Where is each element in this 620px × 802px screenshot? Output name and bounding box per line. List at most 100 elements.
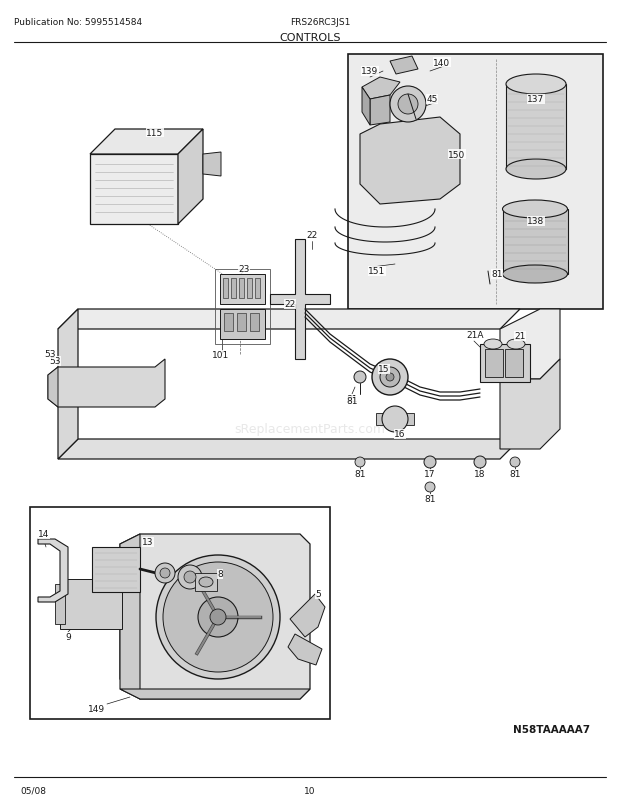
Ellipse shape: [502, 265, 567, 284]
Circle shape: [198, 597, 238, 638]
Text: 10: 10: [304, 786, 316, 795]
Text: CONTROLS: CONTROLS: [279, 33, 341, 43]
Circle shape: [354, 371, 366, 383]
Text: 81: 81: [354, 470, 366, 479]
Text: 81: 81: [424, 495, 436, 504]
Bar: [195, 573, 217, 591]
Text: 81: 81: [491, 270, 503, 279]
Ellipse shape: [199, 577, 213, 587]
Text: 17: 17: [424, 470, 436, 479]
Bar: [30, 508, 330, 719]
Text: 53: 53: [49, 357, 61, 366]
Bar: [480, 345, 530, 383]
Polygon shape: [390, 57, 418, 75]
Text: 21A: 21A: [466, 331, 484, 340]
Text: 140: 140: [433, 59, 451, 67]
Text: N58TAAAAA7: N58TAAAAA7: [513, 724, 590, 734]
Text: 23: 23: [238, 265, 250, 274]
Bar: [55, 585, 65, 624]
Text: 139: 139: [361, 67, 379, 76]
Polygon shape: [90, 130, 203, 155]
Polygon shape: [120, 534, 140, 699]
Polygon shape: [362, 88, 370, 126]
Text: 137: 137: [528, 95, 544, 104]
Polygon shape: [362, 78, 400, 100]
Polygon shape: [90, 155, 178, 225]
Bar: [215, 269, 270, 345]
Bar: [505, 350, 523, 378]
Bar: [503, 210, 568, 274]
Bar: [220, 310, 265, 339]
Polygon shape: [178, 130, 203, 225]
Text: 22: 22: [285, 300, 296, 309]
Polygon shape: [288, 634, 322, 665]
Text: 21: 21: [515, 332, 526, 341]
Polygon shape: [58, 310, 78, 460]
Text: 101: 101: [213, 351, 229, 360]
Text: 149: 149: [89, 705, 105, 714]
Circle shape: [178, 565, 202, 589]
Polygon shape: [48, 367, 58, 407]
Ellipse shape: [507, 339, 525, 350]
Bar: [237, 314, 246, 331]
Polygon shape: [500, 310, 560, 379]
Bar: [223, 278, 228, 298]
Text: 15: 15: [378, 365, 390, 374]
Polygon shape: [203, 153, 221, 176]
Text: 16: 16: [394, 430, 405, 439]
Bar: [255, 278, 260, 298]
Text: 151: 151: [368, 267, 386, 276]
Text: 138: 138: [528, 217, 544, 226]
Bar: [250, 314, 259, 331]
Bar: [376, 414, 414, 426]
Bar: [239, 278, 244, 298]
Circle shape: [163, 562, 273, 672]
Polygon shape: [360, 118, 460, 205]
Polygon shape: [48, 359, 165, 407]
Text: 53: 53: [44, 350, 56, 359]
Text: Publication No: 5995514584: Publication No: 5995514584: [14, 18, 142, 27]
Text: 05/08: 05/08: [20, 786, 46, 795]
Circle shape: [398, 95, 418, 115]
Text: 22: 22: [306, 231, 317, 241]
Text: 81: 81: [346, 395, 358, 404]
Circle shape: [355, 457, 365, 468]
Text: 81: 81: [346, 397, 358, 406]
Text: 13: 13: [142, 538, 154, 547]
Ellipse shape: [502, 200, 567, 219]
Text: sReplacementParts.com: sReplacementParts.com: [234, 423, 386, 436]
Text: 115: 115: [146, 128, 164, 137]
Circle shape: [160, 569, 170, 578]
Circle shape: [382, 407, 408, 432]
Text: 150: 150: [448, 150, 466, 160]
Circle shape: [425, 482, 435, 492]
Circle shape: [184, 571, 196, 583]
Polygon shape: [270, 240, 330, 359]
Bar: [220, 274, 265, 305]
Bar: [92, 547, 140, 592]
Text: 9: 9: [65, 633, 71, 642]
Polygon shape: [58, 439, 520, 460]
Circle shape: [390, 87, 426, 123]
Polygon shape: [290, 594, 325, 638]
Circle shape: [386, 374, 394, 382]
Bar: [348, 55, 603, 310]
Circle shape: [210, 610, 226, 626]
Bar: [506, 85, 566, 170]
Text: 14: 14: [38, 530, 50, 539]
Circle shape: [155, 563, 175, 583]
Text: 5: 5: [315, 589, 321, 599]
Polygon shape: [120, 689, 310, 699]
Text: FRS26RC3JS1: FRS26RC3JS1: [290, 18, 350, 27]
Text: 18: 18: [474, 470, 485, 479]
Circle shape: [424, 456, 436, 468]
Polygon shape: [500, 359, 560, 449]
Polygon shape: [38, 539, 68, 602]
Bar: [224, 314, 233, 331]
Circle shape: [380, 367, 400, 387]
Text: 8: 8: [217, 569, 223, 579]
Text: 81: 81: [509, 470, 521, 479]
Bar: [247, 278, 252, 298]
Circle shape: [156, 555, 280, 679]
Ellipse shape: [506, 160, 566, 180]
